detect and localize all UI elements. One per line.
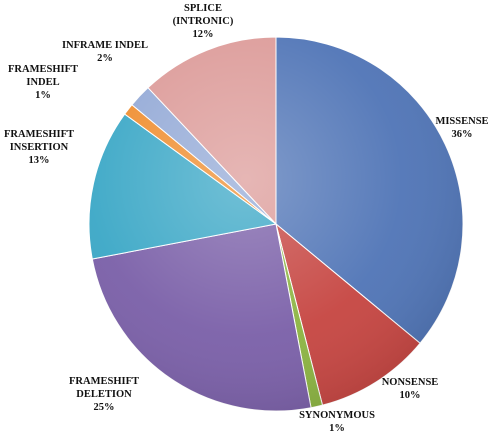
slice-label-frameshift-indel: FRAMESHIFT INDEL 1% — [8, 64, 78, 101]
slice-label-frameshift-insertion: FRAMESHIFT INSERTION 13% — [4, 129, 74, 166]
slice-label-nonsense: NONSENSE 10% — [382, 377, 439, 401]
slice-label-synonymous: SYNONYMOUS 1% — [299, 410, 375, 434]
slice-label-splice-intronic: SPLICE (INTRONIC) 12% — [173, 3, 234, 40]
slice-label-inframe-indel: INFRAME INDEL 2% — [62, 40, 148, 64]
slice-label-missense: MISSENSE 36% — [435, 116, 488, 140]
slice-label-frameshift-deletion: FRAMESHIFT DELETION 25% — [69, 376, 139, 413]
